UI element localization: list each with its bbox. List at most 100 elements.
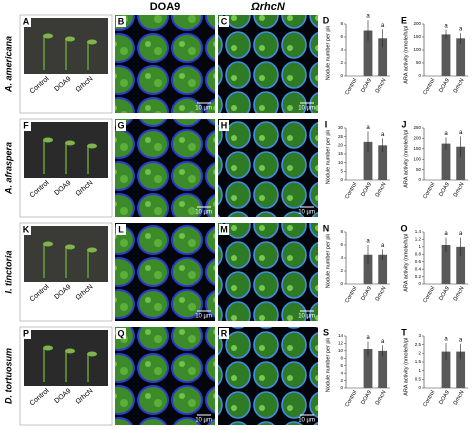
y-tick-label: 0.5 — [415, 377, 422, 382]
y-tick-label: 10 — [338, 348, 344, 353]
panel-letter: S — [323, 327, 329, 337]
panel-letter-bg — [116, 16, 126, 27]
y-tick-label: 1 — [418, 368, 421, 373]
x-tick-label: Control — [422, 182, 436, 200]
x-tick-label: DOA9 — [360, 286, 373, 302]
scale-label: 10 µm — [195, 106, 212, 112]
species-label: D. tortuosum — [3, 348, 13, 404]
y-tick-label: 2 — [340, 60, 343, 65]
y-tick-label: 0 — [340, 177, 343, 182]
plant-leaf — [87, 39, 97, 45]
y-tick-label: 2 — [340, 268, 343, 273]
panel-letter-bg — [399, 327, 409, 338]
panel-letter: K — [23, 224, 30, 234]
y-tick-label: 2.5 — [415, 342, 422, 347]
y-tick-label: 150 — [413, 34, 421, 39]
plant-leaf — [43, 345, 53, 351]
panel-letter: E — [401, 15, 407, 25]
panel-letter-bg — [116, 224, 126, 235]
panel-letter-bg — [21, 224, 31, 235]
panel-letter: M — [220, 224, 228, 234]
y-tick-label: 6 — [340, 363, 343, 368]
y-tick-label: 250 — [413, 125, 421, 130]
significance-label: a — [459, 27, 463, 33]
panel-letter-bg — [21, 16, 31, 27]
panel-letter-bg — [399, 223, 409, 234]
y-tick-label: 200 — [413, 136, 421, 141]
x-tick-label: ΩrhcN — [453, 390, 466, 407]
significance-label: a — [366, 14, 370, 20]
y-tick-label: 25 — [338, 134, 344, 139]
panel-letter: J — [401, 119, 406, 129]
panel-letter: G — [117, 120, 124, 130]
bar — [456, 351, 466, 388]
species-label: I. tinctoria — [3, 250, 13, 293]
y-tick-label: 0 — [418, 73, 421, 78]
y-tick-label: 30 — [338, 125, 344, 130]
bar — [441, 351, 451, 388]
y-tick-label: 0.2 — [415, 274, 422, 279]
bar — [363, 141, 373, 180]
panel-letter-bg — [321, 15, 331, 26]
x-tick-label: Control — [422, 78, 436, 96]
column-header: ΩrhcN — [250, 1, 286, 13]
panel-letter-bg — [399, 15, 409, 26]
y-tick-label: 0.8 — [415, 251, 422, 256]
plant-leaf — [43, 137, 53, 143]
x-tick-label: Control — [422, 286, 436, 304]
scale-label: 10 µm — [298, 418, 315, 424]
x-tick-label: Control — [422, 390, 436, 408]
panel-letter: N — [323, 223, 330, 233]
bar — [378, 254, 388, 284]
y-tick-label: 3 — [418, 333, 421, 338]
scale-label: 10 µm — [298, 210, 315, 216]
bar — [378, 350, 388, 388]
significance-label: a — [366, 335, 370, 341]
panel-letter: A — [23, 16, 30, 26]
micrograph — [218, 327, 318, 425]
significance-label: a — [381, 339, 385, 345]
y-tick-label: 10 — [338, 160, 344, 165]
y-axis-label: ARA activity (nmole/h/plant) — [403, 328, 409, 396]
significance-label: a — [444, 337, 448, 343]
micrograph — [115, 327, 215, 425]
bar — [378, 145, 388, 180]
y-tick-label: 6 — [340, 242, 343, 247]
y-axis-label: Nodule number per plant — [325, 123, 331, 184]
y-tick-label: 150 — [413, 146, 421, 151]
y-axis-label: ARA activity (nmole/h/plant) — [403, 120, 409, 188]
significance-label: a — [381, 132, 385, 138]
micrograph — [218, 119, 318, 217]
y-tick-label: 4 — [340, 370, 343, 375]
micrograph — [115, 15, 215, 113]
x-tick-label: Control — [344, 390, 358, 408]
panel-letter-bg — [321, 119, 331, 130]
bar — [441, 34, 451, 76]
x-tick-label: ΩrhcN — [375, 78, 388, 95]
scale-label: 10 µm — [195, 314, 212, 320]
x-tick-label: ΩrhcN — [453, 182, 466, 199]
y-tick-label: 6 — [340, 34, 343, 39]
panel-letter: L — [118, 224, 124, 234]
y-tick-label: 0 — [340, 73, 343, 78]
x-tick-label: ΩrhcN — [453, 78, 466, 95]
plant-leaf — [87, 247, 97, 253]
panel-letter-bg — [21, 328, 31, 339]
y-tick-label: 0 — [340, 385, 343, 390]
micrograph — [115, 119, 215, 217]
y-tick-label: 1 — [418, 244, 421, 249]
y-tick-label: 1.4 — [415, 229, 422, 234]
significance-label: a — [366, 239, 370, 245]
y-tick-label: 20 — [338, 143, 344, 148]
x-tick-label: ΩrhcN — [375, 182, 388, 199]
y-tick-label: 50 — [416, 167, 422, 172]
significance-label: a — [444, 131, 448, 137]
y-tick-label: 14 — [338, 333, 344, 338]
y-tick-label: 8 — [340, 355, 343, 360]
plant-leaf — [43, 33, 53, 39]
panel-letter-bg — [399, 119, 409, 130]
panel-letter-bg — [219, 120, 229, 131]
plant-leaf — [87, 351, 97, 357]
panel-letter-bg — [321, 327, 331, 338]
panel-letter-bg — [219, 224, 229, 235]
